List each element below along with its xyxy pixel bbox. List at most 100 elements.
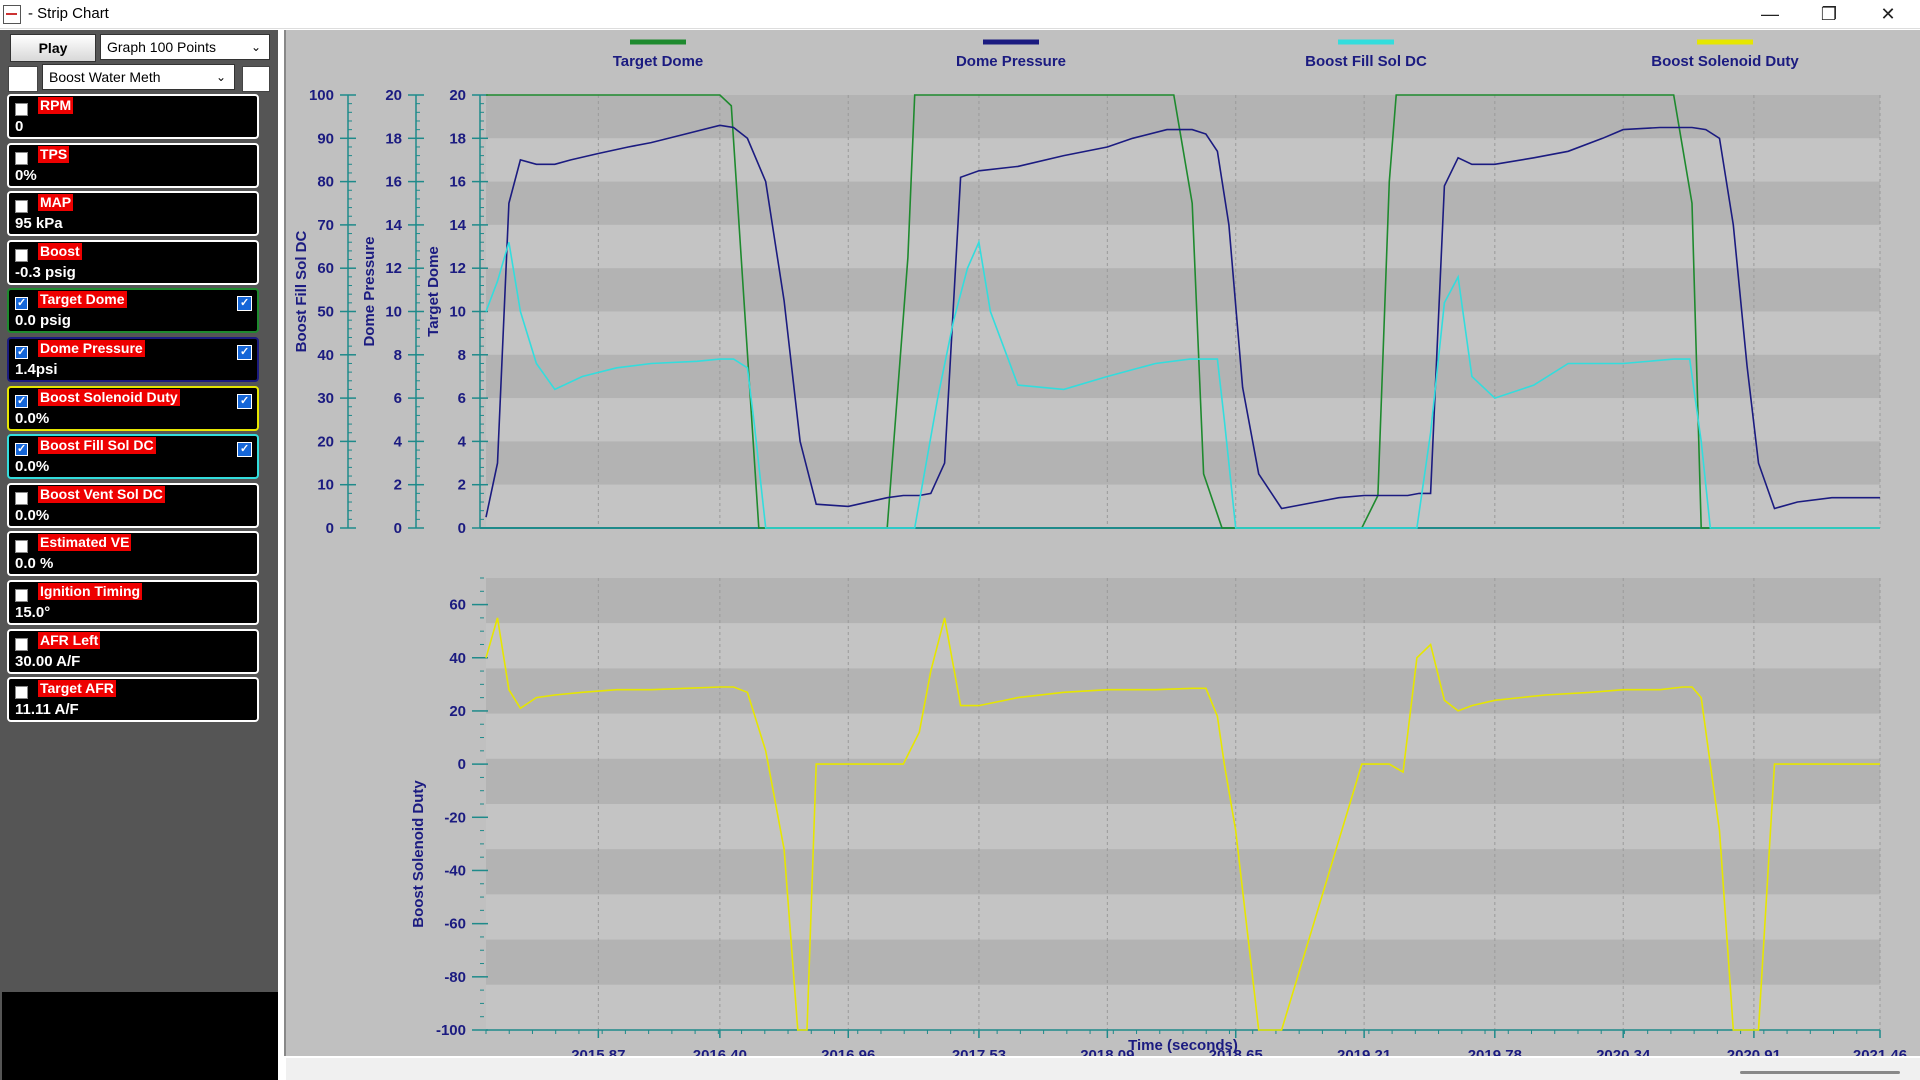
channel-target-dome[interactable]: Target Dome 0.0 psig (7, 288, 259, 334)
y-tick-label: 4 (394, 433, 403, 450)
series-line-target-dome (486, 94, 1880, 529)
channel-value: 0.0 % (15, 555, 54, 573)
channel-ignition-timing[interactable]: Ignition Timing 15.0° (7, 580, 259, 625)
scrollbar-thumb[interactable] (1740, 1071, 1900, 1074)
channel-checkbox[interactable] (15, 200, 28, 214)
channel-value: 0% (15, 166, 37, 184)
channel-target-afr[interactable]: Target AFR 11.11 A/F (7, 677, 259, 723)
y-tick-label: 60 (449, 597, 466, 614)
channel-map[interactable]: MAP 95 kPa (7, 191, 259, 237)
legend-label: Boost Solenoid Duty (1651, 53, 1799, 70)
channel-name: Target Dome (38, 291, 127, 309)
y-tick-label: 30 (317, 390, 334, 407)
y-tick-label: 8 (394, 347, 402, 364)
channel-value: 0.0% (15, 409, 50, 427)
window-titlebar: - Strip Chart — ❐ ✕ (0, 0, 1920, 29)
y-tick-label: 60 (317, 260, 334, 277)
layout-color-button[interactable] (8, 66, 38, 92)
channel-checkbox[interactable] (15, 686, 28, 700)
channel-rpm[interactable]: RPM 0 (7, 94, 259, 139)
channel-checkbox[interactable] (15, 248, 28, 262)
channel-value: 95 kPa (15, 215, 63, 233)
channel-checkbox[interactable] (15, 589, 28, 602)
channel-checkbox[interactable] (15, 151, 28, 165)
graph-points-select-value: Graph 100 Points (107, 39, 216, 55)
y-axis-label: Target Dome (425, 246, 442, 337)
channel-plot-checkbox[interactable] (237, 345, 252, 360)
layout-select[interactable]: Boost Water Meth ⌄ (42, 64, 235, 90)
channel-name: Target AFR (38, 680, 116, 698)
y-tick-label: -100 (436, 1022, 466, 1039)
channel-value: 11.11 A/F (15, 701, 79, 719)
channel-name: Estimated VE (38, 534, 132, 552)
channel-name: Boost Vent Sol DC (38, 485, 165, 503)
channel-plot-checkbox[interactable] (237, 442, 252, 458)
graph-points-select[interactable]: Graph 100 Points ⌄ (100, 34, 270, 60)
channel-afr-left[interactable]: AFR Left 30.00 A/F (7, 628, 259, 674)
window-title: - Strip Chart (28, 5, 109, 22)
y-tick-label: 16 (449, 174, 466, 191)
series-line-boost-fill-sol-dc (485, 239, 1880, 529)
y-tick-label: 50 (317, 304, 334, 321)
top-panel-band (486, 181, 1880, 225)
sidebar-empty-panel (2, 992, 278, 1080)
channel-tps[interactable]: TPS 0% (7, 142, 259, 188)
channel-boost-solenoid-duty[interactable]: Boost Solenoid Duty 0.0% (7, 385, 259, 431)
y-tick-label: 6 (458, 390, 466, 407)
series-line-boost-solenoid-duty (485, 617, 1880, 1031)
channel-plot-checkbox[interactable] (237, 393, 252, 409)
y-tick-label: 14 (385, 217, 402, 234)
strip-chart-svg[interactable]: 2015.87 2016.40 2016.96 2017.53 2018.09 2018.… (286, 30, 1920, 1064)
bottom-panel-band (486, 804, 1880, 850)
y-tick-label: 90 (317, 130, 334, 147)
horizontal-scrollbar[interactable] (286, 1058, 1920, 1080)
layout-select-value: Boost Water Meth (49, 69, 161, 85)
channel-value: 0.0% (15, 458, 50, 476)
x-tick-label: 2020.34 (1596, 1047, 1651, 1056)
minimize-button[interactable]: — (1761, 3, 1779, 24)
y-tick-label: 0 (326, 520, 334, 537)
y-tick-label: -40 (444, 862, 466, 879)
channel-checkbox[interactable] (15, 345, 28, 359)
y-axis-label: Dome Pressure (361, 236, 378, 346)
top-panel-band (486, 441, 1880, 485)
channel-boost-vent-sol-dc[interactable]: Boost Vent Sol DC 0.0% (7, 482, 259, 528)
y-tick-label: 0 (458, 756, 466, 773)
channel-plot-checkbox[interactable] (237, 296, 252, 312)
x-tick-label: 2016.40 (693, 1047, 747, 1056)
channel-checkbox[interactable] (15, 394, 28, 408)
bottom-panel-band (486, 894, 1880, 940)
chevron-down-icon: ⌄ (250, 40, 261, 54)
y-tick-label: -80 (444, 969, 466, 986)
y-tick-label: -20 (444, 809, 466, 826)
channel-dome-pressure[interactable]: Dome Pressure 1.4psi (7, 337, 259, 382)
top-panel-band (486, 95, 1880, 139)
restore-button[interactable]: ❐ (1820, 3, 1838, 24)
channel-boost-fill-sol-dc[interactable]: Boost Fill Sol DC 0.0% (7, 434, 259, 480)
channel-name: Boost (38, 242, 82, 260)
channel-checkbox[interactable] (15, 491, 28, 505)
channel-checkbox[interactable] (15, 103, 28, 116)
y-axis-label: Boost Solenoid Duty (410, 780, 427, 928)
play-button[interactable]: Play (10, 34, 96, 62)
layout-options-button[interactable] (242, 66, 270, 92)
channel-checkbox[interactable] (15, 296, 28, 311)
channel-value: 30.00 A/F (15, 652, 81, 670)
channel-checkbox[interactable] (15, 540, 28, 554)
x-tick-label: 2018.09 (1080, 1047, 1134, 1056)
channel-checkbox[interactable] (15, 442, 28, 457)
channel-value: 0.0% (15, 506, 50, 524)
y-tick-label: 14 (449, 217, 466, 234)
top-panel-band (486, 484, 1880, 528)
y-tick-label: 100 (309, 87, 334, 104)
channel-name: Boost Solenoid Duty (38, 388, 180, 406)
top-panel-band (486, 311, 1880, 355)
y-tick-label: 80 (317, 174, 334, 191)
channel-value: 1.4psi (15, 361, 58, 378)
channel-checkbox[interactable] (15, 637, 28, 651)
close-button[interactable]: ✕ (1880, 3, 1896, 24)
channel-boost[interactable]: Boost -0.3 psig (7, 239, 259, 285)
y-tick-label: 0 (458, 520, 466, 537)
channel-estimated-ve[interactable]: Estimated VE 0.0 % (7, 531, 259, 577)
y-tick-label: 40 (449, 650, 466, 667)
